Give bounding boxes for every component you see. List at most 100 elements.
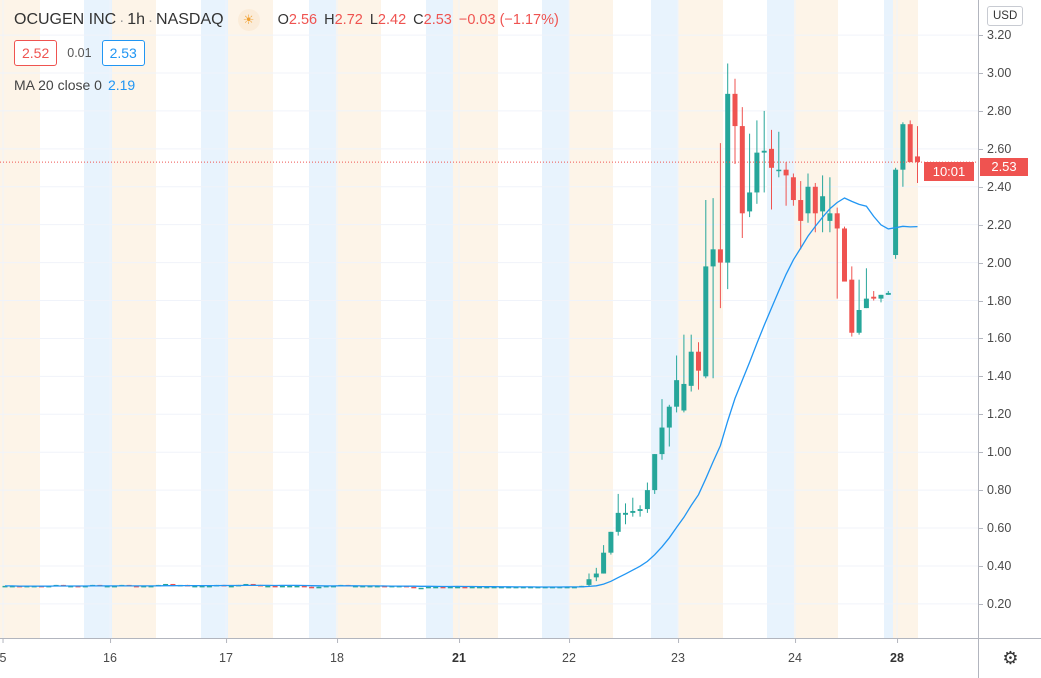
time-tick: 5 (0, 639, 7, 665)
candle-down (411, 586, 417, 589)
candle-up (528, 586, 534, 589)
premarket-band (767, 0, 794, 638)
candle-down (133, 585, 139, 588)
candle-up (885, 292, 891, 295)
premarket-band (201, 0, 228, 638)
candle-up (352, 585, 358, 588)
candle-up (323, 585, 329, 588)
price-tick: 1.20 (978, 407, 1012, 422)
bar-countdown-label: 10:01 (924, 162, 974, 181)
symbol-name[interactable]: OCUGEN INC (14, 11, 117, 28)
interval-label[interactable]: 1h (127, 11, 146, 28)
exchange-label: NASDAQ (156, 11, 224, 28)
price-tick: 1.60 (978, 331, 1012, 346)
candle-up (608, 531, 614, 553)
candle-up (659, 427, 665, 455)
time-tick: 24 (788, 639, 802, 665)
candle-down (812, 186, 818, 214)
candle-up (331, 585, 336, 588)
time-tick: 22 (562, 639, 576, 665)
price-tick: 2.80 (978, 103, 1012, 118)
candle-up (477, 586, 482, 589)
candle-down (834, 213, 840, 229)
open-label: O (277, 12, 289, 28)
candle-down (871, 296, 877, 299)
candle-up (805, 186, 811, 214)
candle-down (309, 586, 315, 589)
currency-button[interactable]: USD (987, 6, 1024, 26)
candle-up (747, 192, 753, 212)
bid-ask-row: 2.52 0.01 2.53 (14, 40, 559, 66)
sell-button[interactable]: 2.52 (14, 40, 58, 66)
price-axis[interactable]: 3.20 3.00 2.80 2.60 2.40 2.20 2.00 1.80 1.60 1.40… (978, 0, 1041, 638)
candle-up (367, 585, 373, 588)
high-label: H (324, 12, 335, 28)
candle-up (520, 586, 526, 589)
candle-up (447, 586, 453, 589)
candle-up (287, 585, 293, 588)
candle-up (9, 585, 15, 588)
candle-up (571, 586, 577, 589)
candle-down (732, 93, 738, 127)
candle-up (199, 585, 205, 588)
low-value: L2.42 (370, 12, 406, 28)
separator-dot: · (119, 11, 125, 29)
candle-up (820, 196, 826, 212)
premarket-band (884, 0, 893, 638)
candle-up (498, 586, 504, 589)
price-tick: 2.40 (978, 179, 1012, 194)
price-tick: 3.00 (978, 66, 1012, 80)
candle-up (652, 454, 658, 491)
candle-up (688, 351, 694, 386)
premarket-band (426, 0, 453, 638)
buy-button[interactable]: 2.53 (101, 40, 145, 66)
candle-up (644, 490, 650, 510)
candle-down (783, 169, 789, 176)
price-tick: 2.00 (978, 255, 1012, 270)
candle-up (425, 586, 431, 589)
candlestick-chart[interactable] (0, 0, 978, 638)
low-number: 2.42 (377, 12, 407, 28)
candle-down (250, 583, 256, 586)
chart-pane[interactable] (0, 0, 978, 638)
candle-down (717, 249, 723, 263)
time-tick: 16 (103, 639, 117, 665)
candle-up (265, 585, 271, 588)
candle-up (856, 310, 862, 333)
ma-label: MA 20 close 0 (14, 77, 102, 93)
candle-down (769, 148, 774, 168)
candle-up (374, 585, 380, 588)
postmarket-band (794, 0, 838, 638)
price-tick: 2.20 (978, 217, 1012, 232)
candle-up (725, 93, 731, 263)
candle-up (141, 585, 147, 588)
postmarket-band (678, 0, 723, 638)
settings-gear-icon[interactable]: ⚙ (978, 638, 1041, 678)
candle-up (761, 150, 767, 153)
candle-up (418, 587, 424, 590)
ma-indicator-legend[interactable]: MA 20 close 0 2.19 (14, 77, 559, 93)
candle-up (112, 585, 117, 588)
ma-value: 2.19 (107, 77, 136, 93)
price-tick: 2.60 (978, 141, 1012, 156)
candle-up (433, 586, 439, 589)
last-price-label: 2.53 (980, 158, 1028, 176)
candle-up (637, 509, 643, 511)
premarket-band (309, 0, 336, 638)
candle-up (703, 266, 709, 377)
price-tick: 0.20 (978, 596, 1012, 611)
time-axis[interactable]: 5 16 17 18 21 22 23 24 28 (0, 638, 978, 678)
candle-up (754, 152, 760, 193)
candle-up (506, 586, 512, 589)
open-value: O2.56 (278, 12, 318, 28)
separator-dot: · (148, 11, 154, 29)
candle-up (586, 579, 592, 585)
price-tick: 0.60 (978, 521, 1012, 536)
candle-down (798, 200, 804, 221)
candle-up (601, 552, 607, 574)
candle-up (623, 512, 628, 515)
premarket-band (542, 0, 569, 638)
postmarket-band (453, 0, 498, 638)
chart-legend: OCUGEN INC · 1h · NASDAQ ☀ O2.56 H2.72 L… (14, 9, 559, 93)
price-tick: 1.40 (978, 369, 1012, 384)
